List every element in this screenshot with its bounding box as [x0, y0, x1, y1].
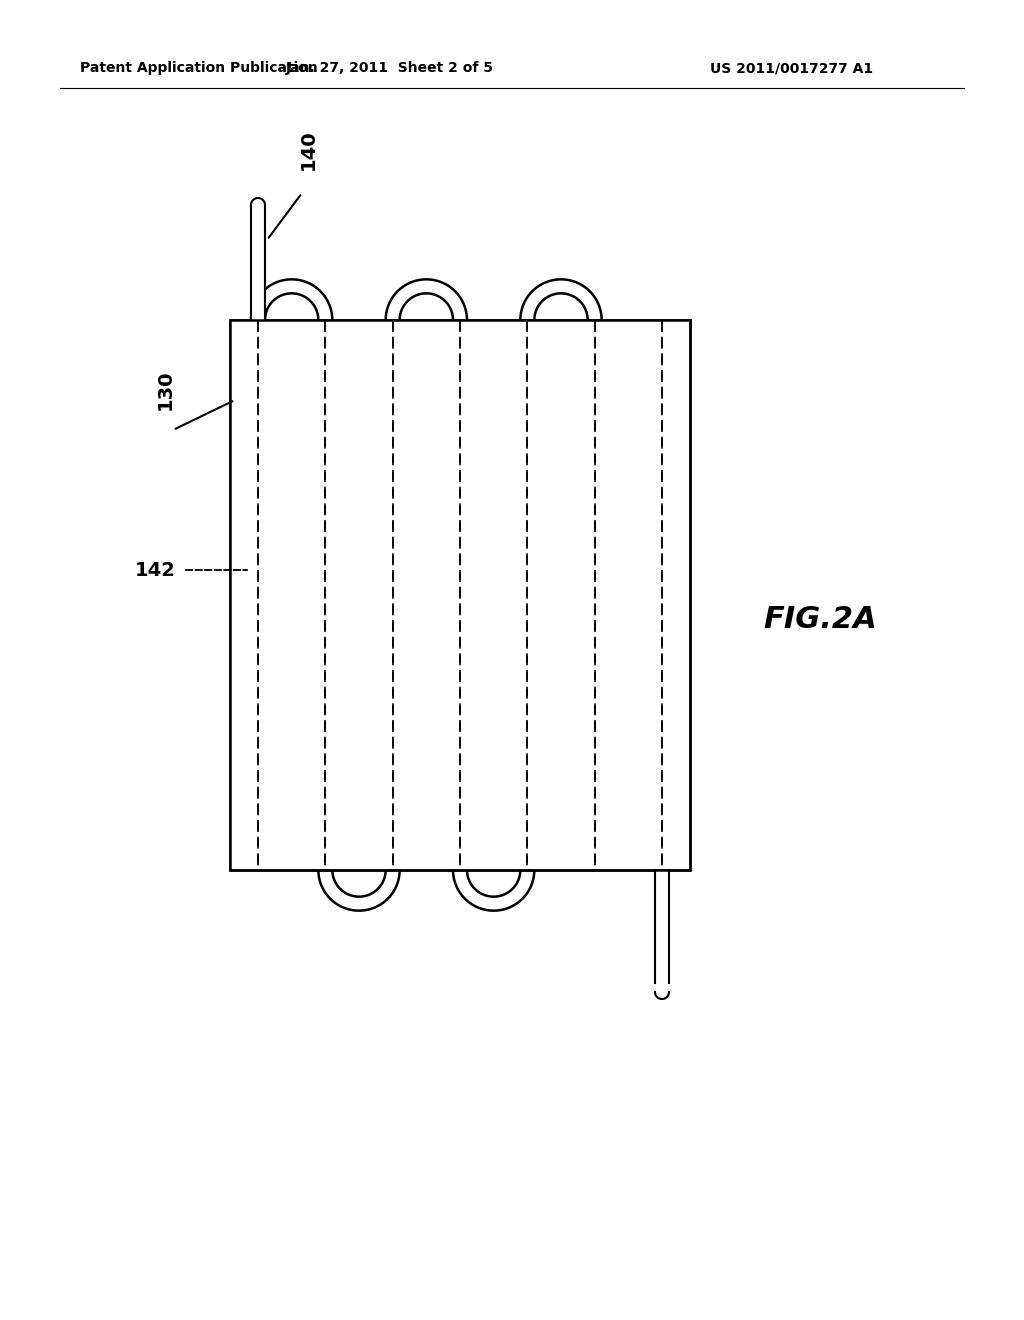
Bar — [252, 205, 264, 319]
Bar — [230, 319, 690, 870]
Text: FIG.2A: FIG.2A — [763, 606, 877, 635]
Text: 142: 142 — [134, 561, 175, 579]
Text: US 2011/0017277 A1: US 2011/0017277 A1 — [710, 61, 873, 75]
Bar — [655, 870, 669, 985]
Text: 140: 140 — [299, 129, 317, 170]
Bar — [230, 319, 690, 870]
Text: Patent Application Publication: Patent Application Publication — [80, 61, 317, 75]
Bar — [231, 321, 689, 869]
Text: 130: 130 — [156, 370, 174, 411]
Text: Jan. 27, 2011  Sheet 2 of 5: Jan. 27, 2011 Sheet 2 of 5 — [286, 61, 494, 75]
